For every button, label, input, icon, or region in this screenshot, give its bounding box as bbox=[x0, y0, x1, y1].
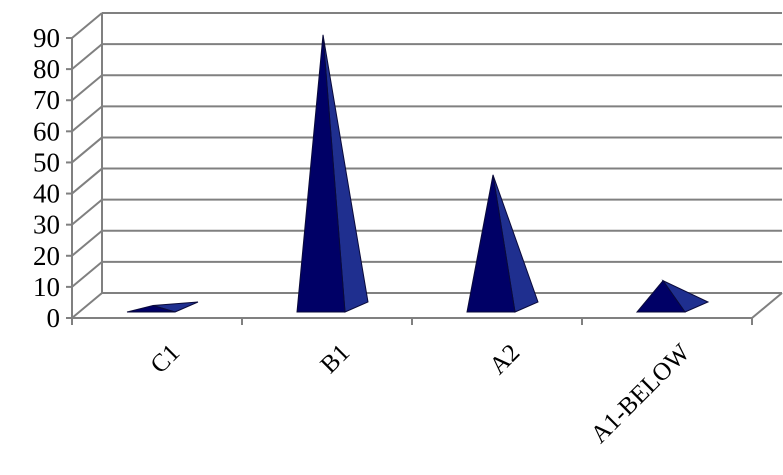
y-tick-label: 80 bbox=[33, 54, 60, 84]
x-category-label: A2 bbox=[485, 339, 526, 380]
bars bbox=[126, 34, 710, 313]
x-category-label: C1 bbox=[146, 339, 186, 379]
gridline-side-60 bbox=[71, 105, 103, 133]
bar-B1 bbox=[296, 34, 369, 313]
y-tick-label: 70 bbox=[33, 85, 60, 115]
y-tick-label: 90 bbox=[33, 23, 60, 53]
bar-front-face bbox=[466, 174, 516, 313]
gridline-side-70 bbox=[71, 74, 103, 101]
floor-right-edge bbox=[751, 292, 783, 319]
gridline-side-0 bbox=[71, 292, 103, 319]
gridline-side-50 bbox=[71, 136, 103, 164]
y-tick-label: 60 bbox=[33, 116, 60, 146]
x-axis-category-labels: C1 B1 A2 A1-BELOW bbox=[146, 339, 696, 449]
y-tick-label: 50 bbox=[33, 147, 60, 177]
gridlines bbox=[71, 12, 782, 319]
gridline-side-90 bbox=[71, 12, 103, 39]
bar-front-face bbox=[126, 305, 176, 313]
gridline-side-30 bbox=[71, 198, 103, 226]
y-tick-label: 20 bbox=[33, 241, 60, 271]
x-category-label: B1 bbox=[316, 339, 356, 379]
y-tick-label: 10 bbox=[33, 272, 60, 302]
bar-A1-BELOW bbox=[635, 279, 710, 313]
y-tick-label: 0 bbox=[47, 303, 61, 333]
bar-C1 bbox=[126, 301, 199, 313]
gridline-side-80 bbox=[71, 43, 103, 70]
bar-A2 bbox=[466, 174, 539, 313]
gridline-side-40 bbox=[71, 167, 103, 195]
y-tick-label: 40 bbox=[33, 179, 60, 209]
bar-front-face bbox=[296, 34, 346, 313]
gridline-side-20 bbox=[71, 230, 103, 257]
axes bbox=[66, 37, 783, 325]
y-tick-label: 30 bbox=[33, 210, 60, 240]
gridline-side-10 bbox=[71, 261, 103, 288]
x-category-label: A1-BELOW bbox=[586, 339, 696, 449]
bar-front-face bbox=[635, 279, 686, 313]
